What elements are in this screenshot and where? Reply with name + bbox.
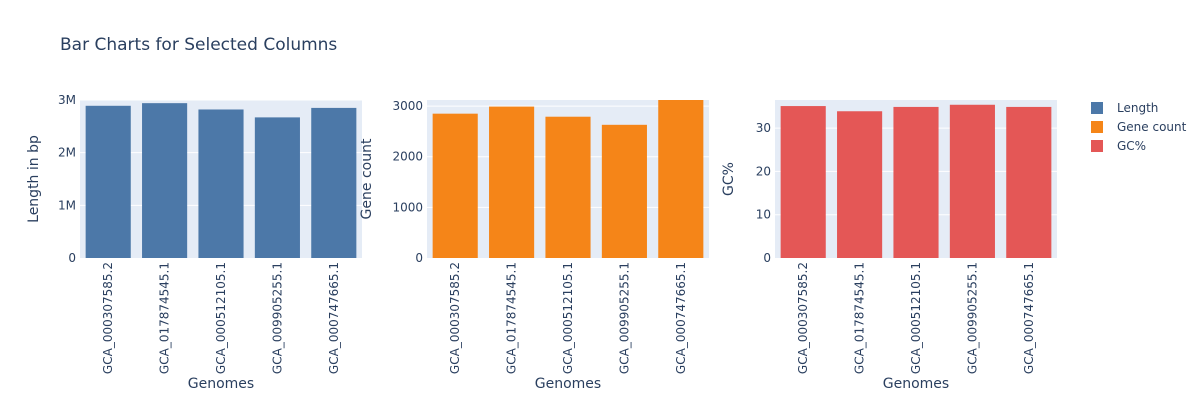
x-tick-label: GCA_000512105.1 [561,262,575,374]
bar-GCA_000307585.2 [780,106,826,258]
x-axis-title: Genomes [535,376,601,392]
bar-GCA_009905255.1 [254,117,300,258]
legend-item-2[interactable]: Gene count [1091,120,1187,134]
y-tick-label: 10 [756,208,771,222]
bar-GCA_000512105.1 [198,109,244,258]
subplot-2: 0 1000 2000 3000 GCA_000307585.2 GCA_01787454… [359,99,709,392]
x-tick-label: GCA_000307585.2 [448,262,462,374]
legend-label: GC% [1117,139,1146,153]
bar-GCA_009905255.1 [949,104,995,258]
x-tick-label: GCA_000747665.1 [1022,262,1036,374]
x-tick-label: GCA_000512105.1 [909,262,923,374]
x-tick-label: GCA_017874545.1 [505,262,519,374]
bar-GCA_017874545.1 [142,103,188,258]
bar-GCA_017874545.1 [489,106,535,258]
y-tick-label: 3000 [392,99,423,113]
y-axis-title: Length in bp [26,135,42,223]
bar-GCA_000747665.1 [1006,106,1052,258]
legend-label: Gene count [1117,120,1187,134]
y-tick-label: 1000 [392,200,423,214]
x-tick-label: GCA_000747665.1 [327,262,341,374]
y-tick-label: 2M [58,146,76,160]
bar-GCA_000307585.2 [432,113,478,258]
chart-title: Bar Charts for Selected Columns [60,35,337,55]
bar-GCA_000747665.1 [658,100,704,258]
y-tick-label: 3M [58,93,76,107]
x-tick-label: GCA_000512105.1 [214,262,228,374]
x-axis-title: Genomes [188,376,254,392]
bar-GCA_000512105.1 [545,116,591,258]
legend-swatch [1091,102,1103,114]
legend-item-3[interactable]: GC% [1091,139,1146,153]
bar-GCA_000307585.2 [85,105,131,258]
legend-swatch [1091,121,1103,133]
y-tick-label: 20 [756,164,771,178]
y-tick-label: 2000 [392,150,423,164]
x-tick-label: GCA_009905255.1 [270,262,284,374]
x-tick-label: GCA_000307585.2 [796,262,810,374]
legend-label: Length [1117,101,1158,115]
x-tick-label: GCA_017874545.1 [158,262,172,374]
y-tick-label: 1M [58,198,76,212]
legend-item-1[interactable]: Length [1091,101,1158,115]
legend-swatch [1091,140,1103,152]
y-tick-label: 0 [68,251,76,265]
y-axis-title: Gene count [359,138,375,219]
subplots: 0 1M 2M 3M GCA_000307585.2 GCA_017874545.1 GCA… [26,93,1057,392]
x-tick-label: GCA_009905255.1 [617,262,631,374]
bar-GCA_000512105.1 [893,106,939,258]
bar-GCA_009905255.1 [601,124,647,258]
y-tick-label: 30 [756,121,771,135]
y-axis-title: GC% [721,162,737,196]
subplot-3: 0 10 20 30 GCA_000307585.2 GCA_017874545.1 GCA… [721,100,1057,392]
bar-GCA_000747665.1 [311,107,357,259]
subplot-1: 0 1M 2M 3M GCA_000307585.2 GCA_017874545.1 GCA… [26,93,362,392]
x-axis-title: Genomes [883,376,949,392]
x-tick-label: GCA_009905255.1 [965,262,979,374]
bar-GCA_017874545.1 [837,111,883,258]
y-tick-label: 0 [763,251,771,265]
legend: Length Gene count GC% [1091,101,1187,153]
x-tick-label: GCA_017874545.1 [853,262,867,374]
x-tick-label: GCA_000747665.1 [674,262,688,374]
x-tick-label: GCA_000307585.2 [101,262,115,374]
y-tick-label: 0 [415,251,423,265]
